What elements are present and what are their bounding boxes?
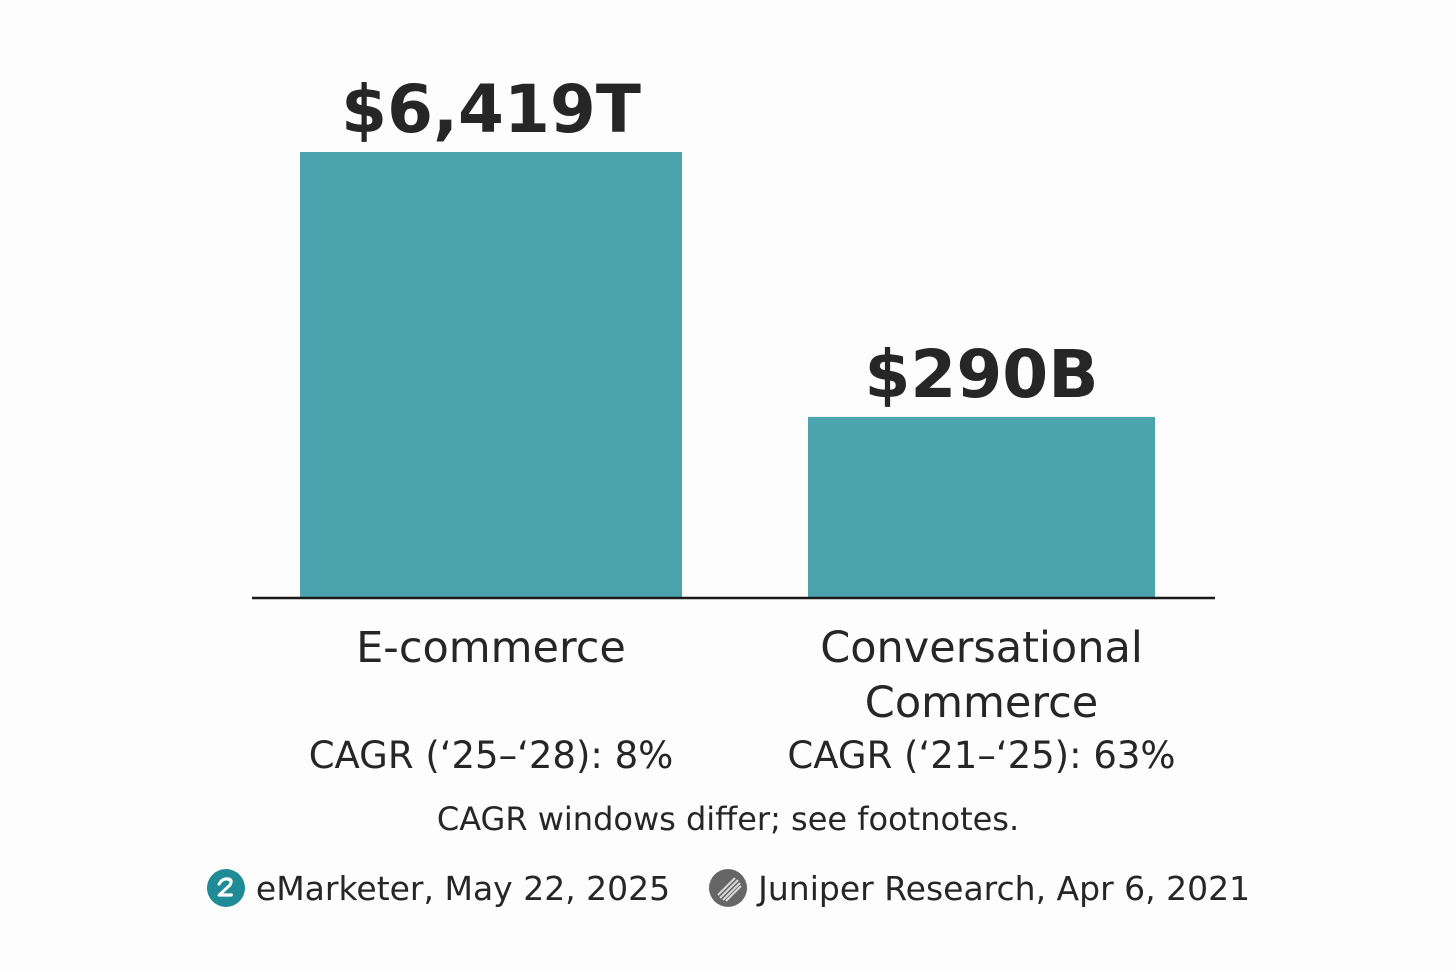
bar-1 — [808, 416, 1155, 598]
category-label-1-0: Conversational — [820, 623, 1143, 673]
bar-chart: $6,419T E-commerce CAGR (‘25–‘28): 8% $290B… — [252, 71, 1215, 777]
source-emarketer-text: eMarketer, May 22, 2025 — [255, 868, 671, 908]
gray-striped-circle-icon — [709, 869, 748, 907]
value-label-0: $6,419T — [341, 71, 641, 148]
source-juniper-text: Juniper Research, Apr 6, 2021 — [758, 868, 1251, 908]
source-juniper: Juniper Research, Apr 6, 2021 — [708, 868, 1250, 908]
source-emarketer: eMarketer, May 22, 2025 — [206, 868, 670, 908]
cagr-label-0: CAGR (‘25–‘28): 8% — [309, 734, 674, 777]
category-label-1-1: Commerce — [865, 678, 1098, 728]
cagr-footnote: CAGR windows differ; see footnotes. — [436, 800, 1020, 838]
bar-0 — [300, 152, 682, 598]
teal-circle-icon — [206, 869, 245, 907]
bars-group — [300, 152, 1155, 598]
labels-group: $6,419T E-commerce CAGR (‘25–‘28): 8% $290B… — [309, 71, 1176, 777]
category-label-0-0: E-commerce — [356, 623, 626, 673]
cagr-label-1: CAGR (‘21–‘25): 63% — [787, 734, 1175, 777]
value-label-1: $290B — [865, 336, 1099, 413]
sources-row: eMarketer, May 22, 2025 Juniper Research… — [0, 868, 1456, 908]
